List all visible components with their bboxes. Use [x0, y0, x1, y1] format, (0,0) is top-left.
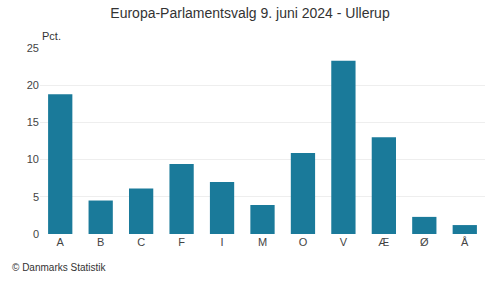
- svg-text:I: I: [221, 236, 224, 248]
- svg-text:M: M: [258, 236, 267, 248]
- svg-text:V: V: [340, 236, 348, 248]
- svg-text:20: 20: [27, 79, 39, 91]
- svg-text:5: 5: [33, 191, 39, 203]
- svg-text:O: O: [299, 236, 308, 248]
- svg-text:A: A: [57, 236, 65, 248]
- svg-text:B: B: [97, 236, 104, 248]
- svg-text:0: 0: [33, 228, 39, 240]
- svg-text:10: 10: [27, 153, 39, 165]
- svg-text:15: 15: [27, 116, 39, 128]
- svg-text:Ø: Ø: [420, 236, 429, 248]
- svg-text:Æ: Æ: [378, 236, 389, 248]
- svg-text:Pct.: Pct.: [42, 30, 61, 42]
- svg-text:Europa-Parlamentsvalg 9. juni: Europa-Parlamentsvalg 9. juni 2024 - Ull…: [110, 5, 390, 21]
- svg-text:C: C: [137, 236, 145, 248]
- svg-text:Å: Å: [461, 236, 469, 248]
- svg-text:25: 25: [27, 42, 39, 54]
- svg-text:F: F: [178, 236, 185, 248]
- svg-text:© Danmarks Statistik: © Danmarks Statistik: [12, 262, 107, 273]
